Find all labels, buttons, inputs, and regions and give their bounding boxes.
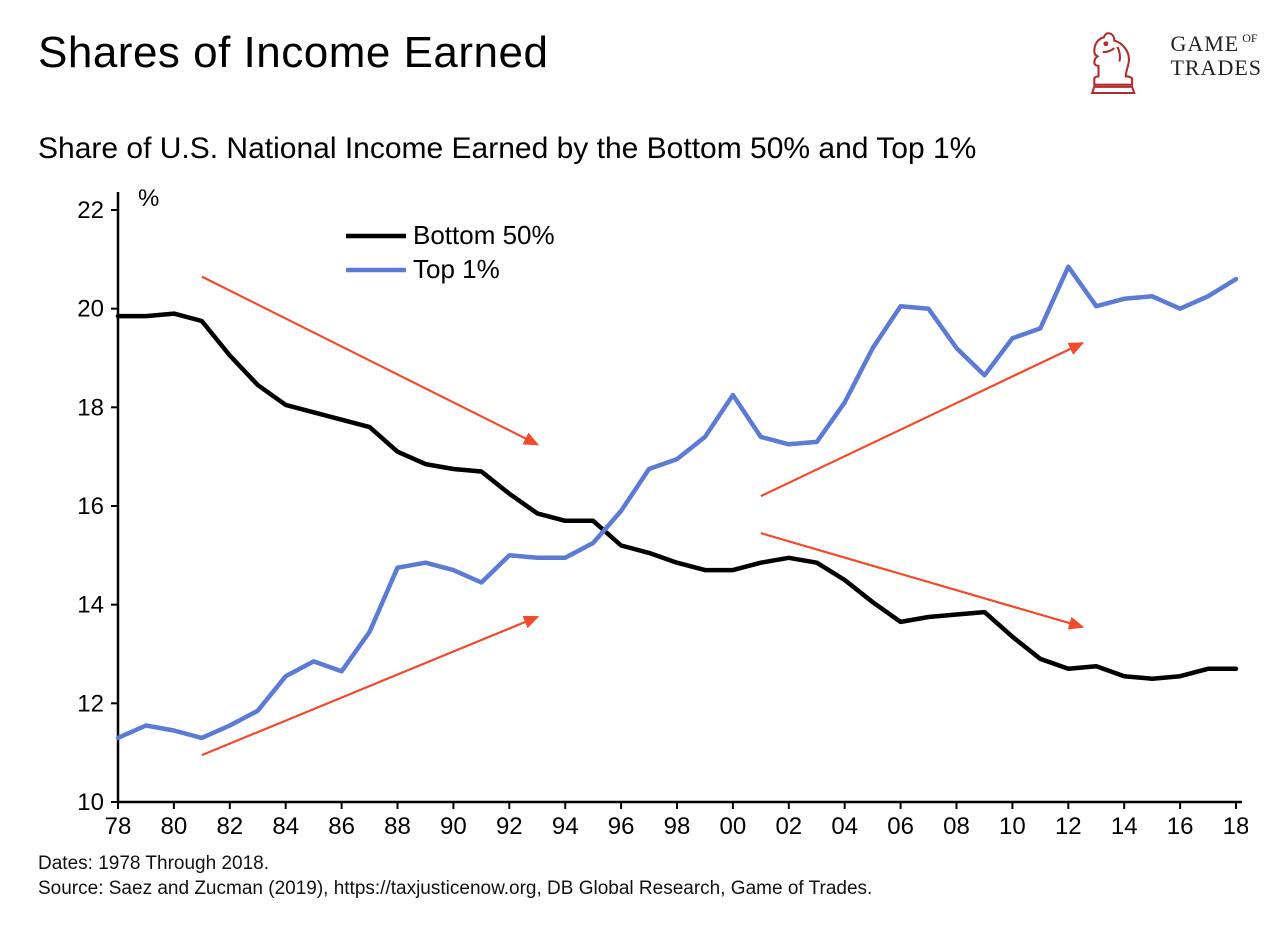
svg-text:Top 1%: Top 1% xyxy=(413,254,500,284)
svg-text:86: 86 xyxy=(328,813,355,840)
svg-text:88: 88 xyxy=(384,813,411,840)
svg-text:90: 90 xyxy=(440,813,467,840)
income-share-chart: % 10 12 14 16 18 20 22 78 80 82 84 86 88 90 92 94 96 98 00 0… xyxy=(38,180,1248,850)
svg-text:12: 12 xyxy=(77,690,104,717)
svg-text:82: 82 xyxy=(216,813,243,840)
brand-logo: GAME OF TRADES xyxy=(1062,24,1262,94)
svg-text:10: 10 xyxy=(77,789,104,816)
footnote: Dates: 1978 Through 2018. Source: Saez a… xyxy=(38,851,872,902)
svg-text:%: % xyxy=(138,185,159,212)
svg-text:04: 04 xyxy=(831,813,858,840)
svg-text:96: 96 xyxy=(608,813,635,840)
svg-text:16: 16 xyxy=(77,493,104,520)
svg-text:00: 00 xyxy=(720,813,747,840)
footnote-source: Source: Saez and Zucman (2019), https://… xyxy=(38,876,872,902)
svg-text:16: 16 xyxy=(1167,813,1194,840)
page-subtitle: Share of U.S. National Income Earned by … xyxy=(38,132,976,166)
svg-text:14: 14 xyxy=(77,592,104,619)
svg-text:94: 94 xyxy=(552,813,579,840)
svg-text:80: 80 xyxy=(161,813,188,840)
page-title: Shares of Income Earned xyxy=(38,28,548,78)
svg-text:84: 84 xyxy=(272,813,299,840)
svg-text:12: 12 xyxy=(1055,813,1082,840)
svg-text:98: 98 xyxy=(664,813,691,840)
svg-text:06: 06 xyxy=(887,813,914,840)
svg-text:20: 20 xyxy=(77,296,104,323)
svg-text:18: 18 xyxy=(77,394,104,421)
brand-text: GAME OF TRADES xyxy=(1170,32,1262,79)
svg-text:Bottom 50%: Bottom 50% xyxy=(413,220,555,250)
svg-text:02: 02 xyxy=(775,813,802,840)
svg-text:08: 08 xyxy=(943,813,970,840)
svg-text:18: 18 xyxy=(1223,813,1248,840)
brand-line2: TRADES xyxy=(1170,56,1262,79)
svg-text:92: 92 xyxy=(496,813,523,840)
brand-line1: GAME xyxy=(1170,31,1239,56)
footnote-dates: Dates: 1978 Through 2018. xyxy=(38,851,872,877)
svg-text:10: 10 xyxy=(999,813,1026,840)
svg-text:14: 14 xyxy=(1111,813,1138,840)
svg-text:22: 22 xyxy=(77,197,104,224)
svg-text:78: 78 xyxy=(105,813,132,840)
